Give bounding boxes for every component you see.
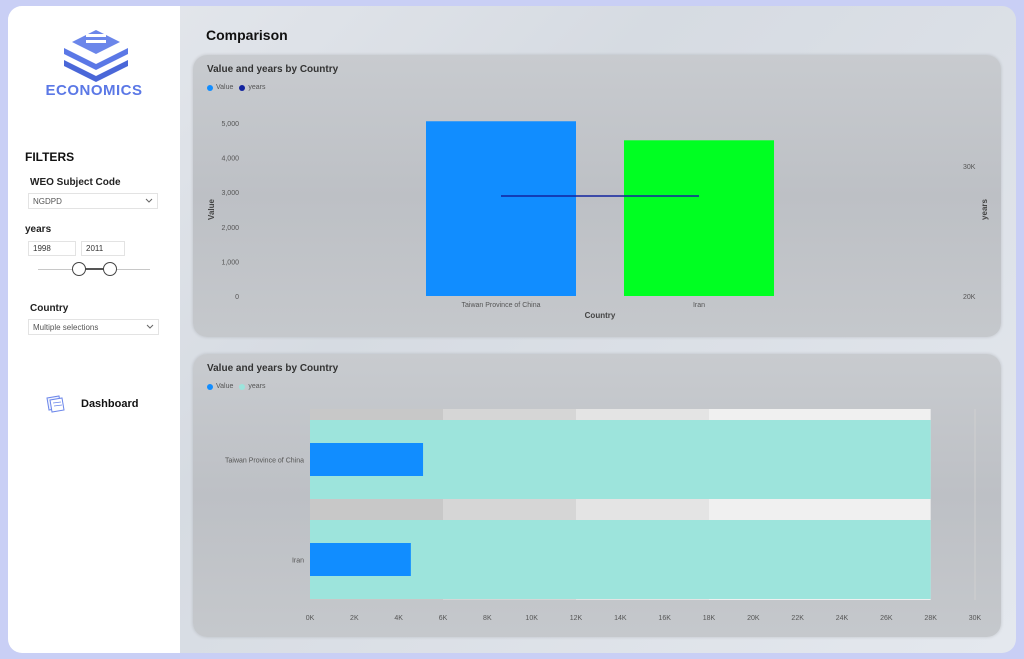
country-label: Country (30, 303, 69, 314)
x-tick-label: 18K (703, 615, 716, 622)
chart2-panel: Value and years by Country Value years T… (193, 354, 1001, 637)
x-tick-label: 22K (791, 615, 804, 622)
x-tick-label: 2K (350, 615, 359, 622)
y-tick-label: 4,000 (221, 156, 239, 163)
chart2-title: Value and years by Country (207, 363, 339, 374)
chart2-legend-years: years (248, 383, 266, 390)
y-axis-title: Value (207, 199, 216, 220)
subject-code-value: NGDPD (33, 197, 62, 206)
chart1-title: Value and years by Country (207, 64, 339, 75)
country-value: Multiple selections (33, 323, 99, 332)
page-title: Comparison (206, 27, 288, 43)
economics-logo-icon (64, 30, 128, 82)
y2-tick-label: 30K (963, 164, 976, 171)
app-frame: ECONOMICS FILTERS WEO Subject Code NGDPD… (8, 6, 1016, 653)
x-tick-label: 6K (439, 615, 448, 622)
chart2-legend-value: Value (216, 383, 234, 390)
x-tick-label: 20K (747, 615, 760, 622)
chart1-legend: Value years (207, 84, 266, 91)
x-tick-label: 16K (658, 615, 671, 622)
legend-dot-value (207, 84, 213, 91)
subject-code-dropdown[interactable]: NGDPD (28, 193, 158, 209)
chart1-panel: Value and years by Country Value years 5… (193, 55, 1001, 337)
legend-dot-years (239, 84, 246, 91)
x-axis-title: Country (585, 311, 616, 320)
x-tick-label: 28K (924, 615, 937, 622)
x-tick-label: 26K (880, 615, 893, 622)
value-bar (426, 121, 576, 297)
chevron-down-icon (146, 324, 154, 329)
nav-dashboard-label: Dashboard (81, 398, 139, 410)
chevron-down-icon (145, 198, 153, 203)
value-bar (310, 443, 424, 476)
legend-dot-value (207, 383, 213, 390)
y2-tick-label: 20K (963, 294, 976, 301)
sidebar: ECONOMICS FILTERS WEO Subject Code NGDPD… (8, 6, 180, 653)
x-tick-label: 24K (836, 615, 849, 622)
years-bar (310, 520, 931, 599)
y-tick-label: Taiwan Province of China (225, 458, 304, 465)
year-slider-end-handle[interactable] (103, 262, 117, 276)
year-end-input[interactable]: 2011 (81, 241, 125, 256)
dashboard-icon (46, 395, 65, 413)
x-tick-label: 8K (483, 615, 492, 622)
x-tick-label: 0K (306, 615, 315, 622)
chart1-legend-years: years (248, 84, 266, 91)
logo-text: ECONOMICS (45, 82, 143, 99)
y-tick-label: 5,000 (221, 121, 239, 128)
chart1-svg: 5,000 4,000 3,000 2,000 1,000 0 30K 20K Value yea… (207, 121, 989, 320)
x-tick-label: 30K (969, 615, 982, 622)
country-dropdown[interactable]: Multiple selections (28, 319, 159, 335)
chart2-svg: Taiwan Province of China Iran 0K 2K 4K 6K 8K 10… (225, 409, 982, 622)
chart1-legend-value: Value (216, 84, 234, 91)
years-label: years (25, 224, 52, 235)
year-slider-range (79, 268, 110, 270)
y2-axis-title: years (980, 199, 989, 220)
x-tick-label: Taiwan Province of China (462, 302, 541, 309)
value-bar (624, 140, 774, 296)
year-start-input[interactable]: 1998 (28, 241, 76, 256)
y-tick-label: 2,000 (221, 225, 239, 232)
nav-dashboard[interactable]: Dashboard (44, 394, 164, 416)
year-slider-start-handle[interactable] (72, 262, 86, 276)
y-tick-label: 0 (235, 294, 239, 301)
x-tick-label: Iran (693, 302, 705, 309)
x-tick-label: 14K (614, 615, 627, 622)
y-tick-label: 3,000 (221, 190, 239, 197)
y-tick-label: Iran (292, 558, 304, 565)
x-tick-label: 10K (525, 615, 538, 622)
x-tick-label: 4K (394, 615, 403, 622)
x-tick-label: 12K (570, 615, 583, 622)
value-bar (310, 543, 411, 576)
filters-title: FILTERS (25, 150, 75, 164)
y-tick-label: 1,000 (221, 259, 239, 266)
chart2-legend: Value years (207, 383, 266, 390)
subject-code-label: WEO Subject Code (30, 177, 121, 188)
legend-dot-years (239, 383, 246, 390)
